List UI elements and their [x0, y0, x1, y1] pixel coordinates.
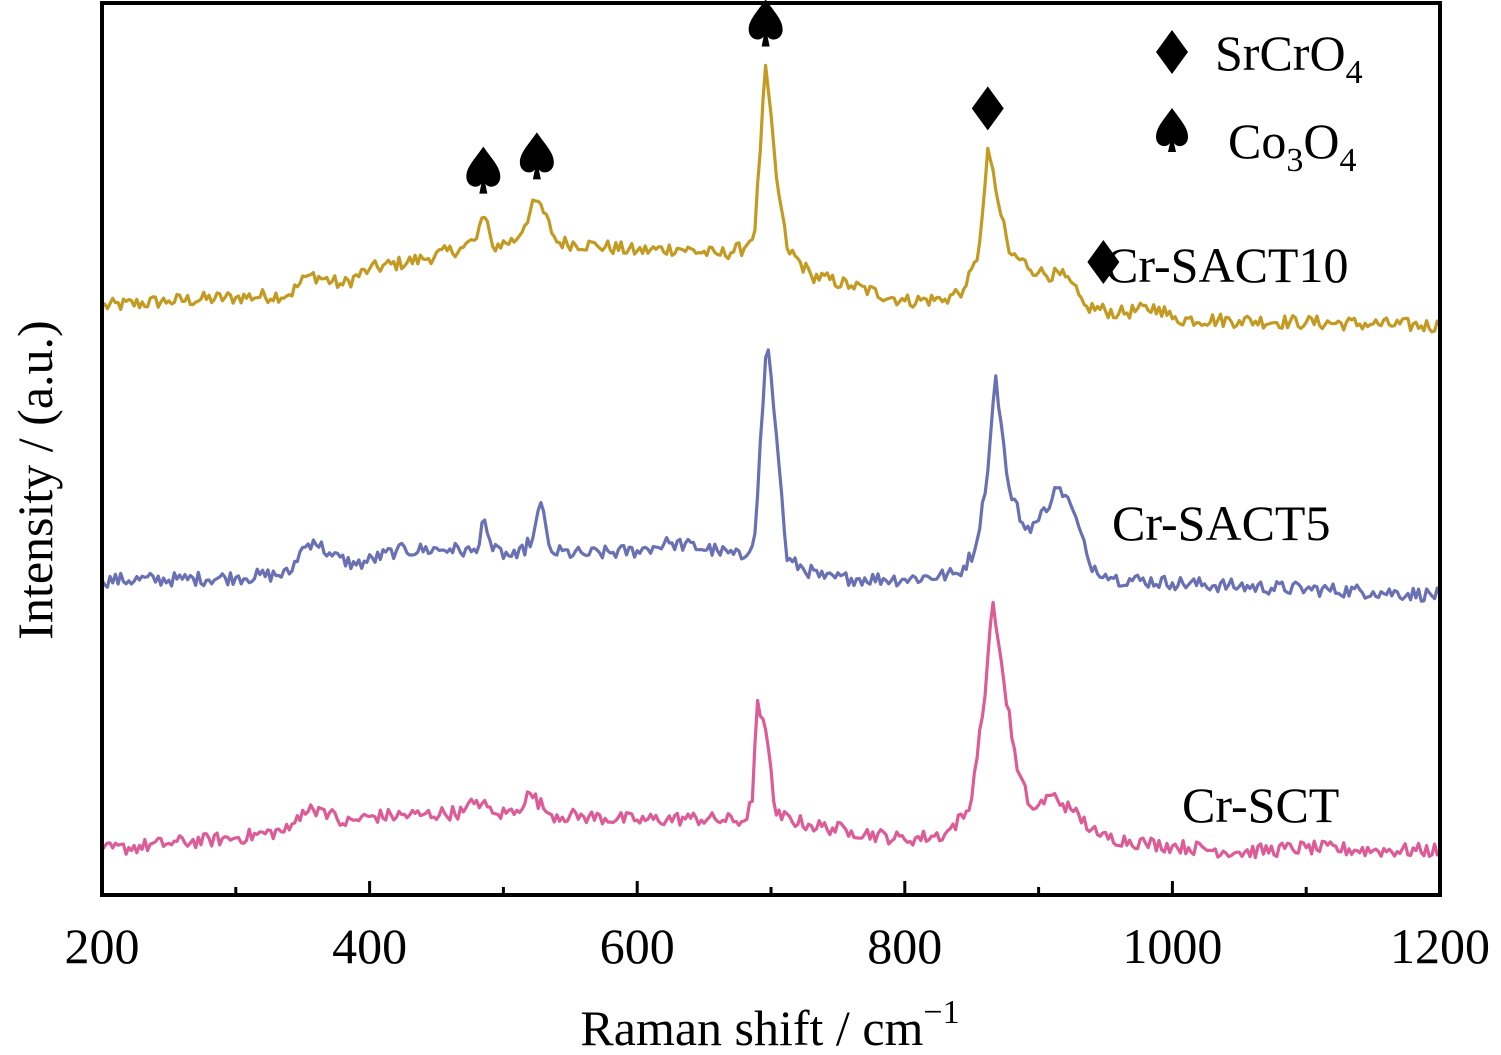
peak-annotations	[466, 0, 1120, 284]
series-label-cr-sact10: Cr-SACT10	[1105, 237, 1348, 293]
diamond-icon	[1087, 240, 1120, 284]
spade-icon	[1156, 108, 1188, 152]
x-axis-ticks: 200 400 600 800 1000 1200	[65, 881, 1490, 974]
x-axis-title: Raman shift / cm−1	[580, 994, 959, 1055]
series-label-cr-sct: Cr-SCT	[1182, 777, 1339, 833]
spade-icon	[466, 146, 501, 194]
x-tick-label: 1200	[1390, 918, 1490, 974]
x-tick-label: 400	[332, 918, 407, 974]
y-axis-title: Intensity / (a.u.)	[7, 320, 63, 639]
spade-icon	[519, 132, 554, 180]
legend-entry-co3o4: Co3O4	[1156, 108, 1356, 179]
legend-label-co3o4: Co3O4	[1228, 113, 1356, 179]
legend: SrCrO4 Co3O4	[1156, 25, 1363, 179]
x-tick-label: 1000	[1122, 918, 1222, 974]
series-traces	[100, 63, 1442, 860]
series-line-cr-sact5	[100, 348, 1442, 603]
x-tick-label: 600	[600, 918, 675, 974]
diamond-icon	[1156, 30, 1188, 74]
legend-label-srcro4: SrCrO4	[1215, 25, 1363, 91]
x-axis-title-superscript: −1	[923, 994, 959, 1031]
series-line-cr-sact10	[100, 63, 1442, 334]
spade-icon	[748, 0, 783, 47]
legend-entry-srcro4: SrCrO4	[1156, 25, 1363, 91]
series-line-cr-sct	[100, 600, 1442, 860]
x-tick-label: 800	[867, 918, 942, 974]
diamond-icon	[971, 86, 1004, 131]
x-tick-label: 200	[65, 918, 140, 974]
series-label-cr-sact5: Cr-SACT5	[1112, 495, 1330, 551]
